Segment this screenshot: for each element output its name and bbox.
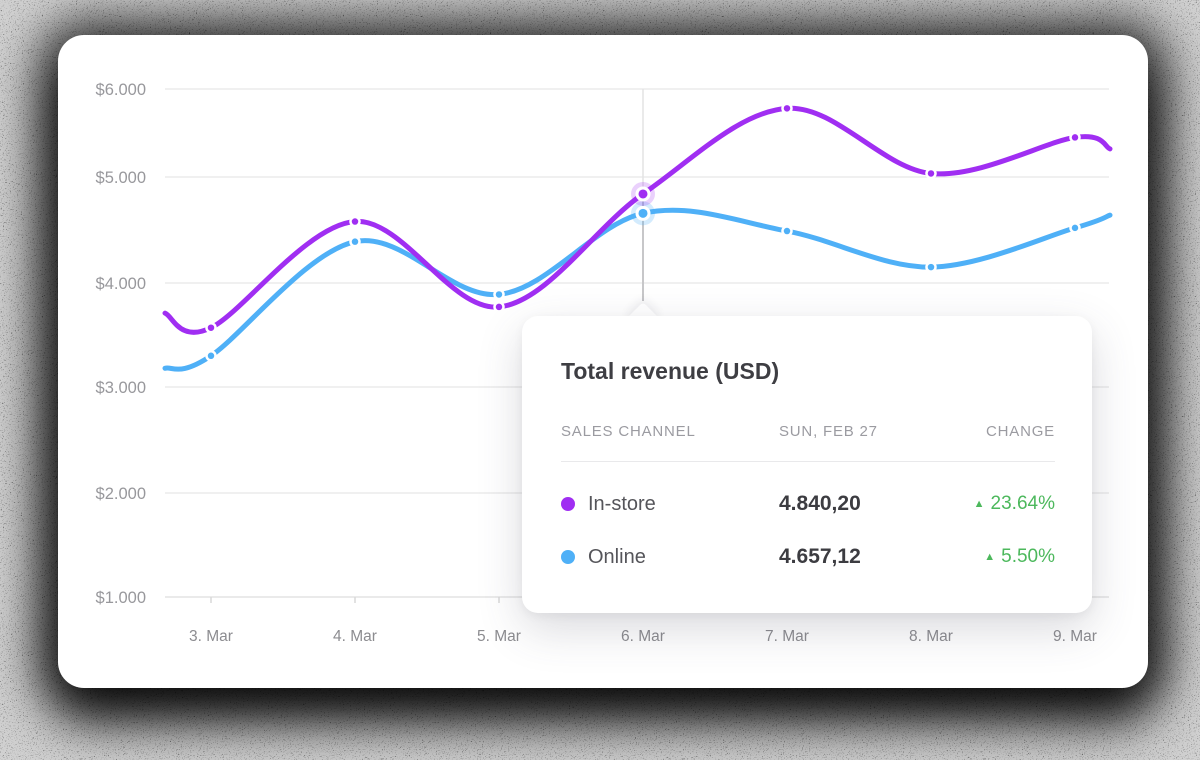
tooltip-row-in-store: In-store 4.840,20 ▲ 23.64% xyxy=(561,483,1055,525)
y-axis-label: $6.000 xyxy=(96,81,146,99)
in-store-color-dot xyxy=(561,497,575,511)
x-axis-label: 8. Mar xyxy=(909,628,953,645)
chart-tooltip: Total revenue (USD) SALES CHANNEL SUN, F… xyxy=(522,302,1092,613)
data-point[interactable] xyxy=(925,167,937,180)
tooltip-header-row: SALES CHANNEL SUN, FEB 27 CHANGE xyxy=(561,422,1055,442)
data-point[interactable] xyxy=(493,301,505,313)
data-point[interactable] xyxy=(925,261,937,273)
data-point[interactable] xyxy=(1069,131,1081,144)
data-point[interactable] xyxy=(781,225,793,237)
active-data-point[interactable] xyxy=(638,208,648,218)
active-data-point[interactable] xyxy=(638,189,648,199)
up-arrow-icon: ▲ xyxy=(973,498,985,510)
revenue-value: 4.657,12 xyxy=(779,545,861,568)
column-header-date: SUN, FEB 27 xyxy=(779,423,878,440)
x-axis-label: 5. Mar xyxy=(477,628,521,645)
data-point[interactable] xyxy=(205,350,217,362)
x-axis-label: 6. Mar xyxy=(621,628,665,645)
x-axis-label: 7. Mar xyxy=(765,628,809,645)
data-point[interactable] xyxy=(493,288,505,301)
data-point[interactable] xyxy=(781,102,793,115)
change-value: ▲ 5.50% xyxy=(984,546,1055,568)
channel-label: In-store xyxy=(588,492,656,515)
change-percent: 23.64% xyxy=(990,493,1055,514)
y-axis-label: $3.000 xyxy=(96,379,146,397)
y-axis-label: $4.000 xyxy=(96,275,146,293)
online-color-dot xyxy=(561,550,575,564)
tooltip-row-online: Online 4.657,12 ▲ 5.50% xyxy=(561,536,1055,578)
y-axis-label: $2.000 xyxy=(96,485,146,503)
column-header-sales-channel: SALES CHANNEL xyxy=(561,423,696,440)
tooltip-title: Total revenue (USD) xyxy=(561,358,780,384)
change-percent: 5.50% xyxy=(1001,546,1055,567)
change-value: ▲ 23.64% xyxy=(974,493,1055,515)
up-arrow-icon: ▲ xyxy=(984,551,996,563)
data-point[interactable] xyxy=(349,215,361,228)
y-axis-label: $1.000 xyxy=(96,589,146,607)
y-axis-label: $5.000 xyxy=(96,169,146,187)
data-point[interactable] xyxy=(205,321,217,334)
x-axis-label: 3. Mar xyxy=(189,628,233,645)
data-point[interactable] xyxy=(349,235,361,248)
data-point[interactable] xyxy=(1069,222,1081,234)
x-axis-label: 9. Mar xyxy=(1053,628,1097,645)
tooltip-divider xyxy=(561,461,1055,462)
x-axis-label: 4. Mar xyxy=(333,628,377,645)
column-header-change: CHANGE xyxy=(986,423,1055,440)
channel-label: Online xyxy=(588,545,646,568)
revenue-value: 4.840,20 xyxy=(779,492,861,515)
